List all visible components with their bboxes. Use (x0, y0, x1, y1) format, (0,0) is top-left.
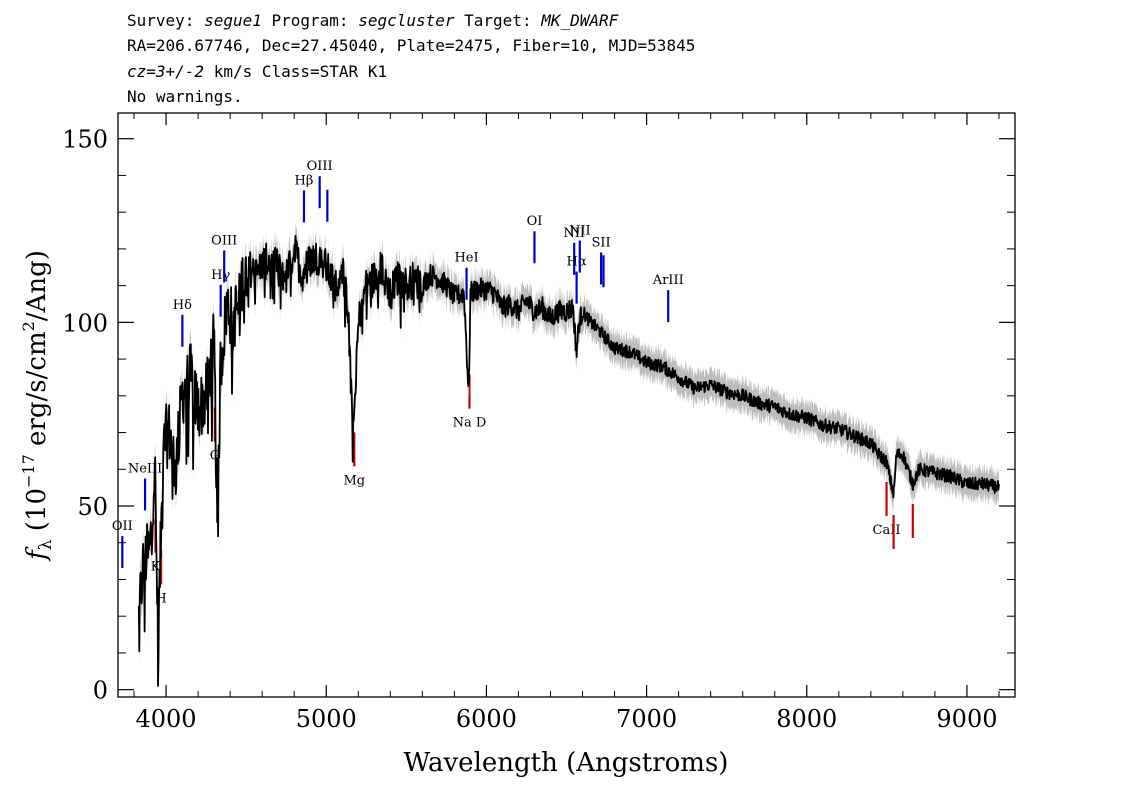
y-tick-label: 100 (62, 309, 108, 337)
emission-line-label: HeI (454, 251, 478, 266)
y-tick-label: 150 (62, 126, 108, 154)
y-tick-label: 50 (77, 493, 108, 521)
survey-label: Survey: (127, 11, 205, 30)
x-axis-label: Wavelength (Angstroms) (404, 748, 729, 778)
plot-frame (117, 112, 1016, 698)
emission-line-label: NII (563, 226, 585, 241)
absorption-line-label: K (151, 560, 161, 575)
absorption-line-label: CaII (873, 523, 901, 538)
emission-line-label: Hδ (173, 298, 192, 313)
error-band (138, 221, 1000, 690)
emission-line-label: ArIII (652, 273, 684, 288)
emission-line-label: Hγ (211, 268, 230, 283)
x-tick-label: 9000 (936, 705, 997, 733)
emission-line-label: OI (527, 214, 543, 229)
emission-line-label: OIII (211, 233, 237, 248)
y-axis-label: fλ (10−17 erg/s/cm2/Ang) (19, 250, 56, 562)
x-tick-label: 4000 (136, 705, 197, 733)
x-tick-label: 8000 (776, 705, 837, 733)
emission-line-label: Hα (567, 255, 587, 270)
header-line-3: cz=3+/-2 km/s Class=STAR K1 (127, 63, 387, 81)
emission-line-label: SII (592, 236, 611, 251)
target-value: MK_DWARF (541, 11, 619, 30)
header-line-4: No warnings. (127, 87, 243, 106)
emission-line-label: OII (112, 519, 133, 534)
survey-value: segue1 (204, 11, 262, 30)
spectrum-plot (137, 221, 1000, 690)
program-label: Program: (261, 11, 359, 30)
emission-line-label: Hβ (295, 173, 314, 188)
y-tick-label: 0 (93, 677, 108, 705)
x-tick-label: 7000 (616, 705, 677, 733)
program-value: segcluster (358, 11, 455, 30)
absorption-line-label: H (155, 591, 166, 606)
x-tick-label: 6000 (456, 705, 517, 733)
target-label: Target: (454, 11, 542, 30)
emission-line-label: NII (569, 224, 591, 239)
emission-line-label: OIII (307, 159, 333, 174)
redshift-value: cz=3+/-2 (127, 62, 205, 81)
x-tick-label: 5000 (296, 705, 357, 733)
absorption-line-label: Na D (453, 416, 487, 431)
absorption-line-label: Mg (343, 473, 365, 488)
header-line-2: RA=206.67746, Dec=27.45040, Plate=2475, … (127, 36, 696, 55)
emission-line-label: NeIII (128, 462, 162, 477)
spectrum-line (137, 234, 1000, 687)
header-line-1: Survey: segue1 Program: segcluster Targe… (127, 12, 618, 30)
class-text: km/s Class=STAR K1 (204, 62, 388, 81)
axes: 4000 5000 6000 7000 8000 9000 0 50 100 150 (62, 113, 1015, 733)
